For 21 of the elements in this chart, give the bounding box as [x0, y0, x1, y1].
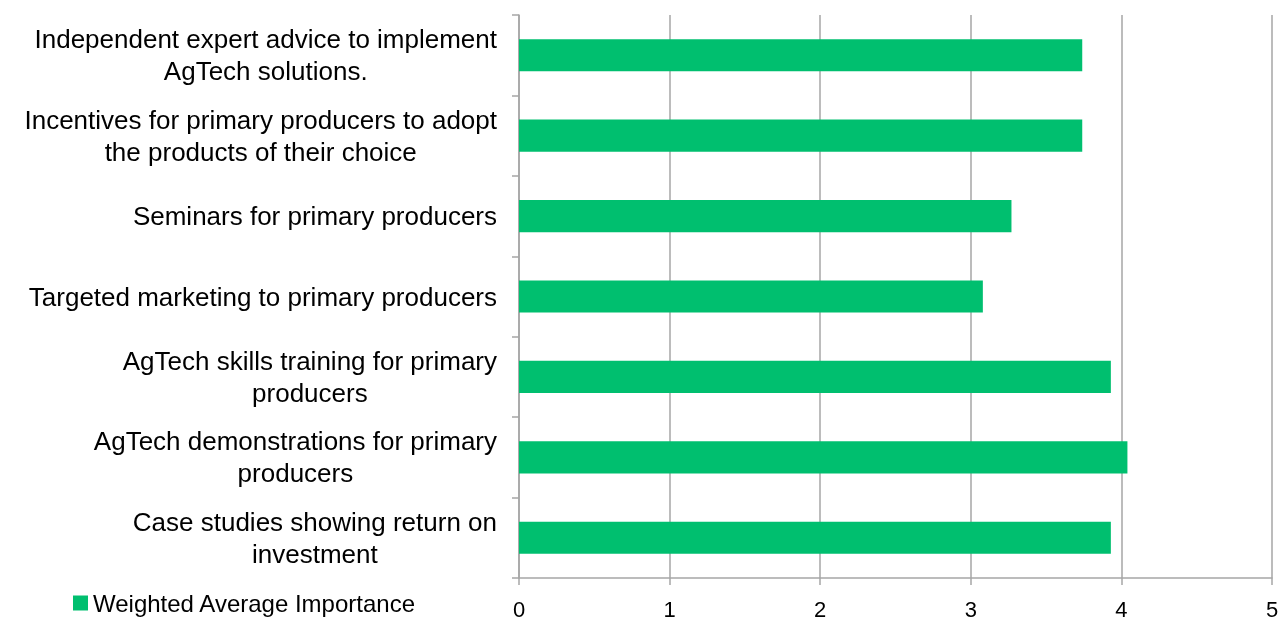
- x-tick-label: 3: [964, 596, 977, 622]
- y-tick-label: Independent expert advice to implement AgTech solutions.: [34, 24, 498, 87]
- y-tick-label: Targeted marketing to primary producers: [28, 281, 497, 312]
- bar: [519, 280, 983, 313]
- x-tick-label: 5: [1265, 596, 1279, 622]
- bar: [519, 39, 1083, 72]
- x-tick-label: 1: [663, 596, 676, 622]
- x-tick-label: 2: [814, 596, 827, 622]
- x-tick-label: 0: [512, 596, 526, 622]
- y-tick-label: Incentives for primary producers to adopt the products of their choice: [24, 104, 498, 167]
- bar: [519, 119, 1083, 152]
- bar: [519, 199, 1012, 233]
- y-tick-label: Case studies showing return on investment: [132, 506, 497, 569]
- x-tick-label: 4: [1115, 596, 1128, 622]
- bar: [519, 441, 1128, 474]
- y-tick-label: AgTech skills training for primary producers: [122, 345, 497, 408]
- legend-label: Weighted Average Importance: [93, 589, 415, 617]
- bar: [519, 360, 1111, 394]
- y-tick-label: Seminars for primary producers: [132, 201, 498, 232]
- y-tick-label: AgTech demonstrations for primary producers: [93, 426, 497, 489]
- bar: [519, 521, 1111, 554]
